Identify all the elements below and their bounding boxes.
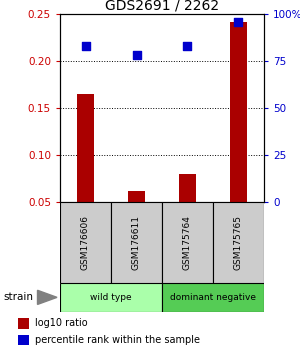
Text: strain: strain	[3, 292, 33, 302]
Point	[185, 43, 190, 49]
Bar	[213, 202, 264, 283]
Text: percentile rank within the sample: percentile rank within the sample	[35, 335, 200, 345]
Text: GSM175764: GSM175764	[183, 215, 192, 270]
Bar	[178, 174, 196, 249]
Bar	[162, 283, 264, 312]
Bar	[17, 318, 29, 329]
Bar	[230, 22, 247, 249]
Text: GSM175765: GSM175765	[234, 215, 243, 270]
Bar	[162, 202, 213, 283]
Bar	[76, 94, 94, 249]
Text: wild type: wild type	[90, 293, 132, 302]
Text: log10 ratio: log10 ratio	[35, 318, 87, 328]
Title: GDS2691 / 2262: GDS2691 / 2262	[105, 0, 219, 13]
Bar	[60, 283, 162, 312]
Bar	[111, 202, 162, 283]
Text: GSM176611: GSM176611	[132, 215, 141, 270]
Point	[236, 19, 241, 24]
Text: GSM176606: GSM176606	[81, 215, 90, 270]
Text: dominant negative: dominant negative	[170, 293, 256, 302]
Point	[83, 43, 88, 49]
Point	[134, 53, 139, 58]
Bar	[60, 202, 111, 283]
Bar	[128, 190, 146, 249]
Bar	[17, 335, 29, 345]
